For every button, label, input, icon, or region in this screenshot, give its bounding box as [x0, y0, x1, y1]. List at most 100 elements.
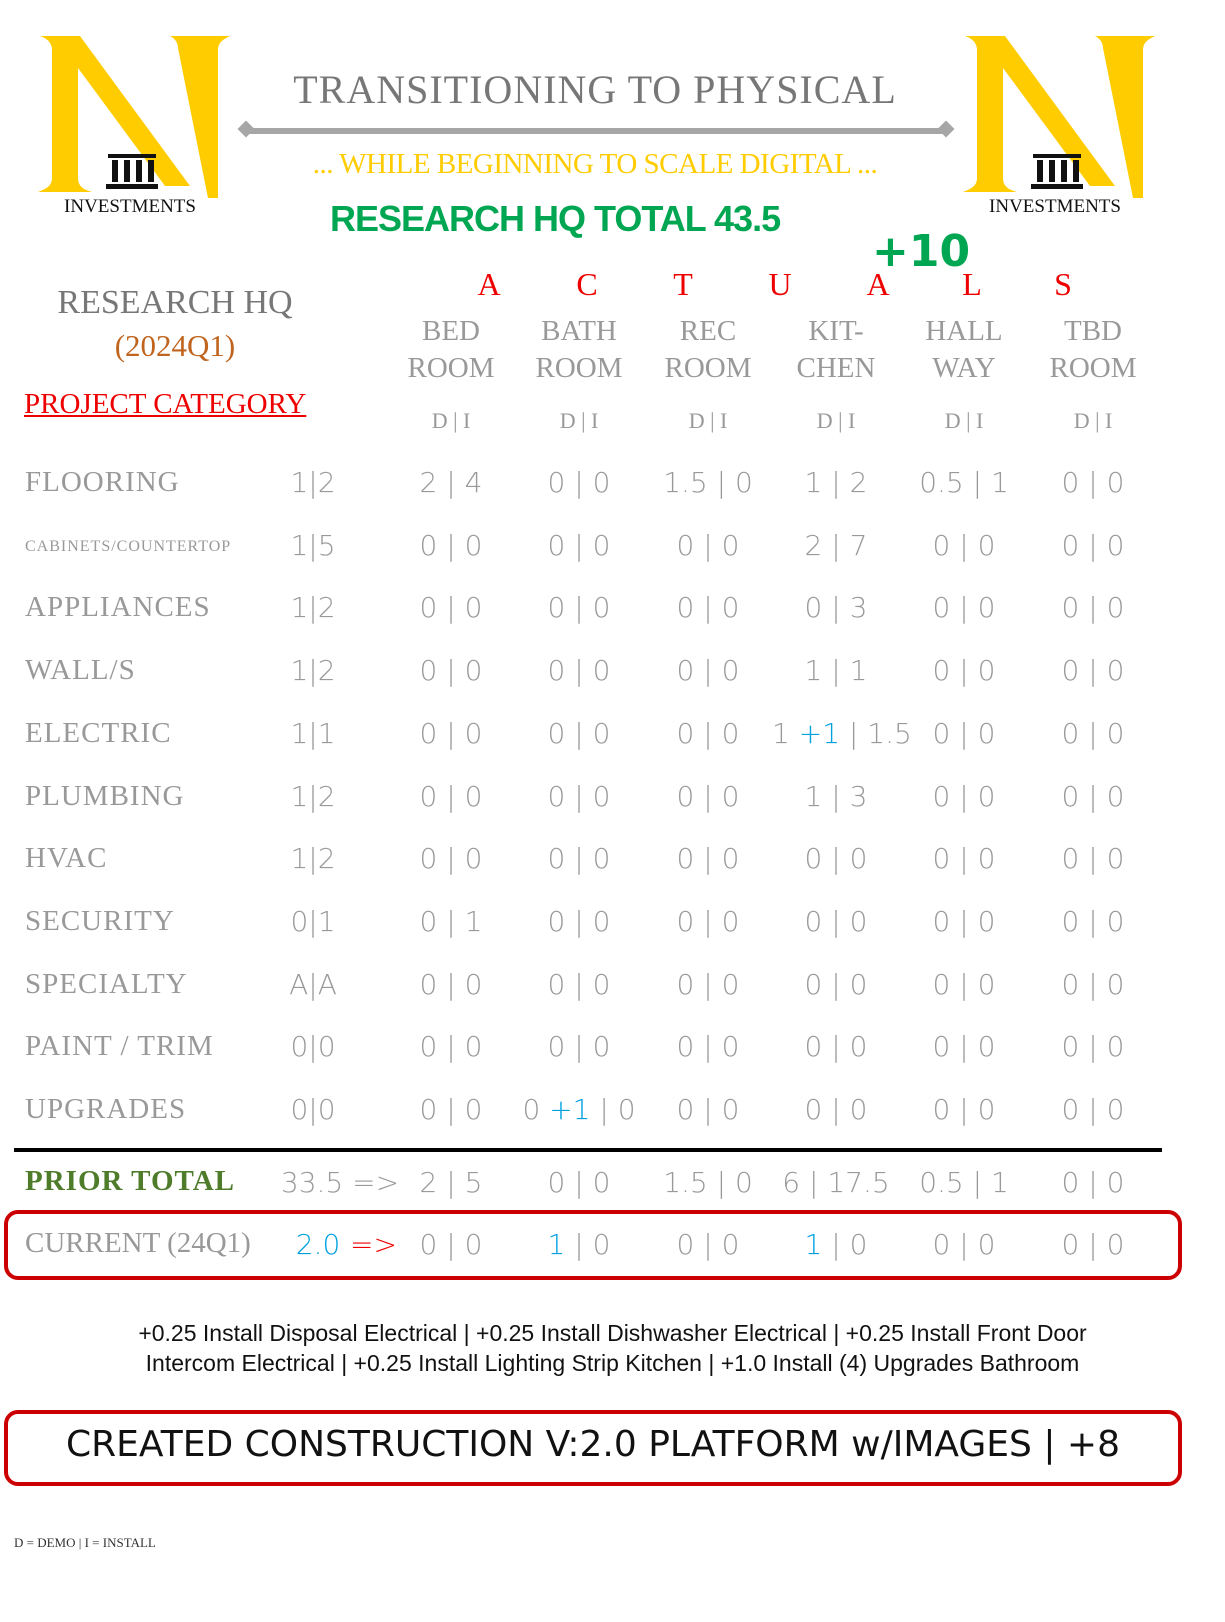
table-cell: 0 | 0 — [804, 904, 868, 938]
table-cell: 0 | 0 — [419, 1030, 483, 1064]
demo-value: 0 — [804, 1093, 823, 1126]
table-cell: 0 | 0 — [1061, 528, 1125, 562]
install-value: 0 — [464, 967, 483, 1001]
install-value: 0 — [721, 904, 740, 938]
install-value: 0 — [464, 528, 483, 562]
di-label: D | I — [944, 408, 984, 433]
page-title: TRANSITIONING TO PHYSICAL — [293, 67, 897, 112]
actuals-letter: S — [1054, 266, 1072, 302]
room-line: KIT- — [808, 315, 864, 347]
install-value: 0 — [1106, 904, 1125, 938]
table-cell: 0 | 0 — [1061, 1030, 1125, 1064]
demo-value: 6 — [782, 1166, 801, 1199]
category-label: SECURITY — [25, 904, 175, 937]
demo-value: 0 — [547, 779, 566, 813]
demo-value: 0 — [419, 716, 438, 750]
di-label: D | I — [431, 408, 471, 433]
install-value: 0 — [977, 716, 996, 750]
baseline-value: 1|2 — [290, 591, 336, 625]
table-cell: 0 | 0 — [547, 779, 611, 813]
section-name: RESEARCH HQ — [57, 284, 293, 321]
install-value: 0 — [721, 716, 740, 750]
table-cell: 0 | 0 — [547, 654, 611, 688]
demo-value: 0 — [419, 1228, 438, 1261]
table-cell: 0 | 0 — [547, 528, 611, 562]
table-cell: 0 | 0 — [419, 716, 483, 750]
room-line: BED — [422, 315, 480, 347]
room-header-0: BED ROOM — [387, 313, 515, 387]
install-value: 0 — [849, 967, 868, 1001]
demo-value: 0 — [676, 654, 695, 688]
demo-value: 0 — [547, 591, 566, 625]
platform-box — [4, 1410, 1182, 1486]
table-cell: 0 | 0 — [547, 1030, 611, 1064]
demo-value: 0 — [932, 591, 951, 625]
prior-total-value: 33.5 => — [280, 1166, 400, 1199]
demo-value: 1 — [772, 716, 790, 750]
install-value: 0 — [464, 1030, 483, 1064]
table-cell: 0 | 0 — [676, 1030, 740, 1064]
project-category-header: PROJECT CATEGORY — [24, 388, 307, 420]
demo-value: 0 — [547, 967, 566, 1001]
install-value: 0 — [721, 779, 740, 813]
install-value: 0 — [1106, 842, 1125, 876]
install-value: 0 — [464, 842, 483, 876]
table-cell: 0 | 0 — [419, 779, 483, 813]
notes: +0.25 Install Disposal Electrical | +0.2… — [10, 1318, 1215, 1378]
note-line: Intercom Electrical | +0.25 Install Ligh… — [145, 1350, 1080, 1376]
demo-value: 0 — [932, 1228, 951, 1261]
table-cell: 0 | 1 — [419, 904, 483, 938]
demo-value: 2 — [419, 466, 438, 499]
install-value: 1 — [990, 1166, 1009, 1199]
install-value: 0 — [1106, 716, 1125, 750]
install-value: 0 — [617, 1093, 636, 1126]
demo-value: 0 — [1061, 779, 1080, 813]
table-cell: 0 | 3 — [804, 591, 868, 625]
install-value: 0 — [977, 967, 996, 1001]
install-value: 0 — [721, 591, 740, 625]
demo-value: 0 — [932, 904, 951, 938]
room-line: HALL — [925, 315, 1003, 347]
install-value: 0 — [721, 1093, 740, 1126]
install-value: 3 — [849, 779, 868, 813]
install-value: 1 — [464, 904, 483, 938]
table-cell: 0 | 0 — [676, 779, 740, 813]
demo-value: 0 — [676, 716, 695, 750]
demo-value: 0 — [932, 654, 951, 688]
install-value: 1 — [849, 654, 868, 688]
demo-value: 2 — [419, 1166, 438, 1199]
demo-value: 1 — [804, 466, 823, 499]
install-value: 0 — [592, 654, 611, 688]
niehaus-logo-right: INVESTMENTS — [955, 28, 1155, 228]
demo-value: 0 — [932, 716, 951, 750]
platform-note: CREATED CONSTRUCTION V:2.0 PLATFORM w/IM… — [65, 1424, 1120, 1465]
demo-value: 0.5 — [919, 1166, 964, 1199]
install-value: 0 — [592, 967, 611, 1001]
category-label: FLOORING — [25, 466, 180, 498]
demo-value: 0 — [676, 967, 695, 1001]
actuals-letter: C — [576, 266, 598, 302]
demo-value: 0 — [676, 591, 695, 625]
demo-value: 0 — [676, 528, 695, 562]
demo-value: 0 — [419, 591, 438, 625]
install-value: 0 — [464, 1228, 483, 1261]
demo-value: 1 — [547, 1228, 566, 1261]
room-line: ROOM — [664, 352, 752, 384]
table-cell: 1.5 | 0 — [663, 466, 753, 499]
increment-value: +1 — [798, 716, 841, 750]
install-value: 0 — [592, 779, 611, 813]
room-line: ROOM — [407, 352, 495, 384]
demo-value: 0 — [419, 528, 438, 562]
table-cell: 1 | 2 — [804, 466, 868, 499]
demo-value: 0 — [932, 1030, 951, 1064]
logo-caption: INVESTMENTS — [989, 196, 1121, 217]
table-cell: 0 | 0 — [547, 1166, 611, 1199]
table-cell: 0.5 | 1 — [919, 1166, 1009, 1199]
install-value: 0 — [1106, 591, 1125, 625]
demo-value: 2 — [804, 528, 823, 562]
install-value: 0 — [849, 842, 868, 876]
demo-value: 0 — [419, 654, 438, 688]
table-cell: 0 | 0 — [932, 528, 996, 562]
baseline-value: 0|0 — [290, 1093, 336, 1126]
niehaus-logo-left: INVESTMENTS — [30, 28, 230, 228]
